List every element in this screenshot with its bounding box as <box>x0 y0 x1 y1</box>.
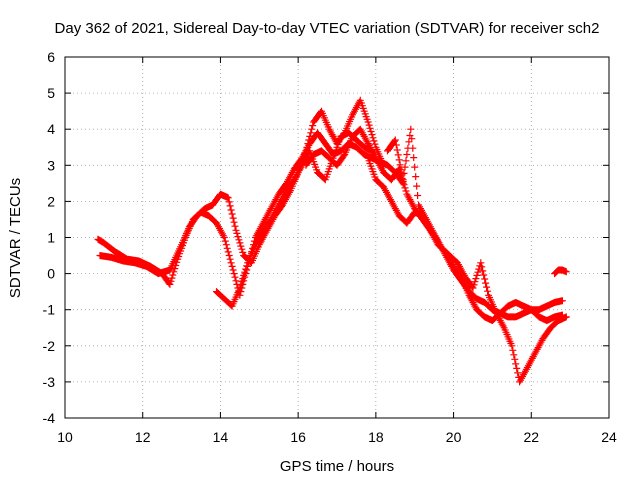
y-tick-label: 5 <box>47 85 55 101</box>
y-tick-label: -1 <box>43 302 56 318</box>
x-tick-label: 20 <box>446 429 462 445</box>
y-tick-label: -4 <box>43 410 56 426</box>
chart-title: Day 362 of 2021, Sidereal Day-to-day VTE… <box>55 20 600 37</box>
y-tick-label: 2 <box>47 193 55 209</box>
series-sat-track-2 <box>96 96 388 278</box>
series-sat-track-3 <box>213 129 376 310</box>
y-tick-label: 3 <box>47 157 55 173</box>
grid-layer <box>65 57 609 418</box>
y-axis-label: SDTVAR / TECUs <box>7 178 24 298</box>
data-markers <box>96 96 388 278</box>
y-tick-label: 0 <box>47 266 55 282</box>
series-sat-track-7 <box>551 266 570 278</box>
y-tick-label: -3 <box>43 374 56 390</box>
x-axis-label: GPS time / hours <box>280 458 394 475</box>
data-markers <box>384 125 570 386</box>
data-markers <box>213 129 376 310</box>
x-tick-label: 16 <box>290 429 306 445</box>
y-tick-label: 1 <box>47 230 55 246</box>
x-tick-label: 22 <box>523 429 539 445</box>
series-sat-track-6 <box>384 125 570 386</box>
y-tick-label: -2 <box>43 338 56 354</box>
y-tick-label: 4 <box>47 121 55 137</box>
x-tick-label: 12 <box>135 429 151 445</box>
x-tick-label: 18 <box>368 429 384 445</box>
data-layer <box>94 96 570 386</box>
x-tick-label: 10 <box>57 429 73 445</box>
x-tick-label: 14 <box>213 429 229 445</box>
y-tick-label: 6 <box>47 49 55 65</box>
data-markers <box>551 266 570 278</box>
series-sat-track-4 <box>302 125 566 321</box>
x-tick-label: 24 <box>601 429 617 445</box>
data-markers <box>302 125 566 321</box>
